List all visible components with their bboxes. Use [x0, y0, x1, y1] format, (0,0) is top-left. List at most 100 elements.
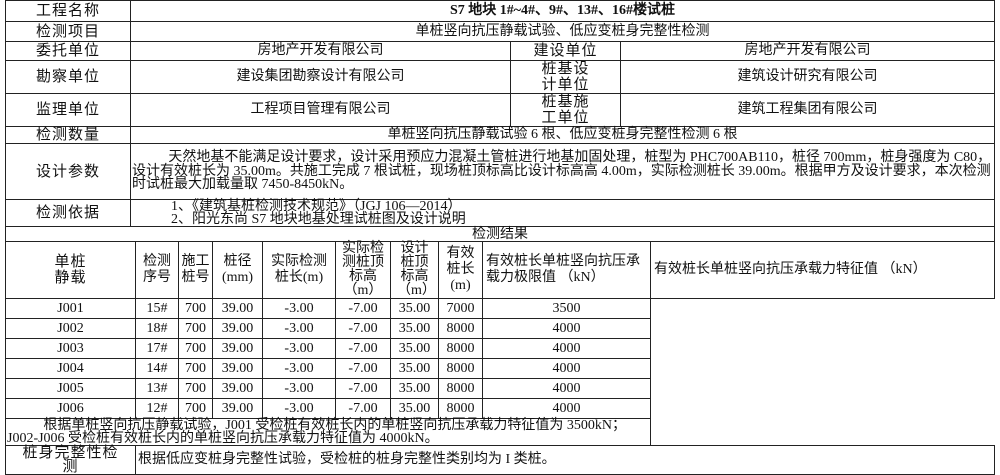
quantity-value: 单桩竖向抗压静载试验 6 根、低应变桩身完整性检测 6 根	[130, 126, 995, 144]
result-cell: J001	[5, 298, 136, 319]
result-cell: -7.00	[335, 298, 391, 319]
row-results-title: 检测结果	[5, 226, 995, 242]
row-test-item: 检测项目 单桩竖向抗压静载试验、低应变桩身完整性检测	[5, 21, 995, 42]
result-cell: 35.00	[390, 338, 439, 359]
client-label: 委托单位	[5, 41, 131, 61]
builder-value: 房地产开发有限公司	[620, 41, 995, 61]
basis-item: 1、《建筑基桩检测技术规范》（JGJ 106—2014）	[171, 199, 462, 214]
result-cell: 8000	[438, 338, 483, 359]
result-cell: -7.00	[335, 398, 391, 419]
pile-construction-label: 桩基施工单位	[510, 93, 621, 127]
project-label: 工程名称	[5, 0, 131, 22]
pile-design-value: 建筑设计研究有限公司	[620, 60, 995, 94]
quantity-label: 检测数量	[5, 126, 131, 144]
basis-list: 1、《建筑基桩检测技术规范》（JGJ 106—2014） 2、阳光东尚 S7 地…	[130, 199, 995, 227]
result-cell: 35.00	[390, 378, 439, 399]
result-cell: 700	[178, 318, 213, 339]
result-cell: 13#	[135, 378, 179, 399]
integrity-value: 根据低应变桩身完整性试验，受检桩的桩身完整性类别均为 I 类桩。	[135, 445, 995, 475]
result-cell: 3500	[482, 298, 651, 319]
result-cell: 4000	[482, 338, 651, 359]
result-cell: 4000	[482, 358, 651, 379]
result-cell: 39.00	[212, 338, 263, 359]
result-cell: -7.00	[335, 378, 391, 399]
static-load-conclusion: 根据单桩竖向抗压静载试验，J001 受检桩有效桩长内的单桩竖向抗压承载力特征值为…	[5, 418, 651, 446]
result-row: J005 13# 700 39.00 -3.00 -7.00 35.00 8000 4000	[5, 378, 995, 399]
pile-construction-value: 建筑工程集团有限公司	[620, 93, 995, 127]
result-cell: 39.00	[212, 378, 263, 399]
design-value: 天然地基不能满足设计要求，设计采用预应力混凝土管桩进行地基加固处理，桩型为 PH…	[130, 143, 995, 200]
test-report-table: 工程名称 S7 地块 1#~4#、9#、13#、16#楼试桩 检测项目 单桩竖向…	[5, 0, 995, 475]
result-cell: -7.00	[335, 338, 391, 359]
result-cell: 700	[178, 298, 213, 319]
row-client: 委托单位 房地产开发有限公司 建设单位 房地产开发有限公司	[5, 41, 995, 61]
builder-label: 建设单位	[510, 41, 621, 61]
project-value: S7 地块 1#~4#、9#、13#、16#楼试桩	[130, 0, 995, 22]
result-cell: 700	[178, 358, 213, 379]
result-cell: 35.00	[390, 298, 439, 319]
result-cell: 700	[178, 398, 213, 419]
result-cell: -3.00	[262, 338, 336, 359]
header-cell: 实际检测桩顶标高（m）	[335, 241, 391, 299]
design-label: 设计参数	[5, 143, 131, 200]
result-cell: 700	[178, 338, 213, 359]
result-cell: 4000	[482, 378, 651, 399]
results-table: 单桩静载 检测序号 施工桩号 桩径(mm) 实际检测桩长(m) 实际检测桩顶标高…	[5, 241, 995, 475]
result-cell: J005	[5, 378, 136, 399]
result-row: J004 14# 700 39.00 -3.00 -7.00 35.00 8000 4000	[5, 358, 995, 379]
result-cell: 700	[178, 378, 213, 399]
result-cell: 8000	[438, 398, 483, 419]
result-cell: 39.00	[212, 398, 263, 419]
result-cell: 8000	[438, 378, 483, 399]
result-cell: -3.00	[262, 378, 336, 399]
header-cell: 设计桩顶标高（m）	[390, 241, 439, 299]
result-cell: J002	[5, 318, 136, 339]
result-cell: -7.00	[335, 358, 391, 379]
test-item-value: 单桩竖向抗压静载试验、低应变桩身完整性检测	[130, 21, 995, 42]
row-survey: 勘察单位 建设集团勘察设计有限公司 桩基设计单位 建筑设计研究有限公司	[5, 60, 995, 94]
result-cell: 8000	[438, 318, 483, 339]
static-load-label: 单桩静载	[5, 241, 136, 299]
row-integrity: 桩身完整性检测 根据低应变桩身完整性试验，受检桩的桩身完整性类别均为 I 类桩。	[5, 445, 995, 475]
row-project: 工程名称 S7 地块 1#~4#、9#、13#、16#楼试桩	[5, 0, 995, 22]
results-header-row: 单桩静载 检测序号 施工桩号 桩径(mm) 实际检测桩长(m) 实际检测桩顶标高…	[5, 241, 995, 299]
result-cell: 35.00	[390, 318, 439, 339]
result-cell: 12#	[135, 398, 179, 419]
result-row: J002 18# 700 39.00 -3.00 -7.00 35.00 8000 4000	[5, 318, 995, 339]
result-cell: 17#	[135, 338, 179, 359]
result-cell: -3.00	[262, 358, 336, 379]
info-table: 工程名称 S7 地块 1#~4#、9#、13#、16#楼试桩 检测项目 单桩竖向…	[5, 0, 995, 242]
header-cell: 有效桩长(m)	[438, 241, 483, 299]
basis-item: 2、阳光东尚 S7 地块地基处理试桩图及设计说明	[171, 212, 466, 227]
row-design: 设计参数 天然地基不能满足设计要求，设计采用预应力混凝土管桩进行地基加固处理，桩…	[5, 143, 995, 200]
result-cell: J004	[5, 358, 136, 379]
header-cell: 检测序号	[135, 241, 179, 299]
row-supervision: 监理单位 工程项目管理有限公司 桩基施工单位 建筑工程集团有限公司	[5, 93, 995, 127]
result-cell: -3.00	[262, 318, 336, 339]
result-cell: 15#	[135, 298, 179, 319]
result-cell: -7.00	[335, 318, 391, 339]
results-title: 检测结果	[5, 226, 995, 242]
result-cell: 39.00	[212, 318, 263, 339]
result-row: J003 17# 700 39.00 -3.00 -7.00 35.00 8000 4000	[5, 338, 995, 359]
row-quantity: 检测数量 单桩竖向抗压静载试验 6 根、低应变桩身完整性检测 6 根	[5, 126, 995, 144]
header-cell: 施工桩号	[178, 241, 213, 299]
result-cell: 7000	[438, 298, 483, 319]
row-conclusion: 根据单桩竖向抗压静载试验，J001 受检桩有效桩长内的单桩竖向抗压承载力特征值为…	[5, 418, 995, 446]
result-cell: 35.00	[390, 358, 439, 379]
header-cell: 实际检测桩长(m)	[262, 241, 336, 299]
header-cell: 有效桩长单桩竖向抗压承载力特征值 （kN）	[650, 241, 995, 299]
result-cell: J006	[5, 398, 136, 419]
result-cell: 4000	[482, 398, 651, 419]
integrity-label: 桩身完整性检测	[5, 445, 136, 475]
header-cell: 有效桩长单桩竖向抗压承载力极限值 （kN）	[482, 241, 651, 299]
survey-value: 建设集团勘察设计有限公司	[130, 60, 511, 94]
result-cell: 8000	[438, 358, 483, 379]
result-cell: 18#	[135, 318, 179, 339]
supervision-value: 工程项目管理有限公司	[130, 93, 511, 127]
basis-label: 检测依据	[5, 199, 131, 227]
result-cell: 4000	[482, 318, 651, 339]
result-cell: 35.00	[390, 398, 439, 419]
client-value: 房地产开发有限公司	[130, 41, 511, 61]
survey-label: 勘察单位	[5, 60, 131, 94]
